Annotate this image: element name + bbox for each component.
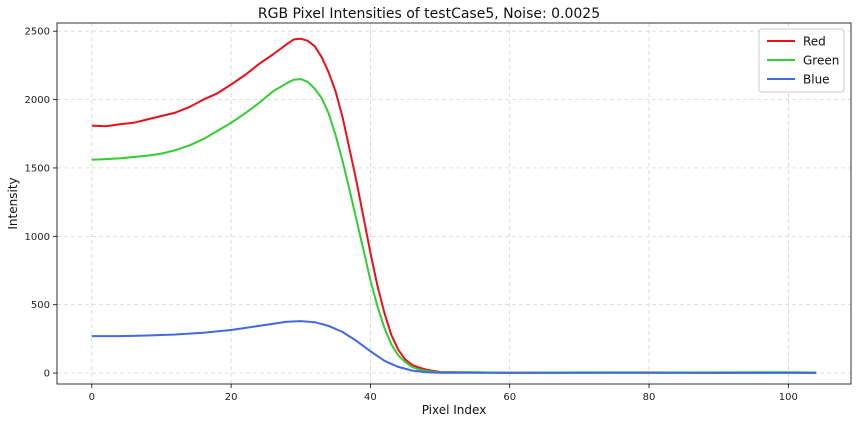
legend-label-blue: Blue [803,73,830,87]
x-tick-label: 20 [225,392,238,403]
plot-frame [56,22,852,385]
y-axis-label: Intensity [6,177,20,229]
legend-box [758,28,845,93]
y-tick-label: 1000 [25,232,50,243]
y-tick-label: 2500 [25,27,50,38]
legend: Red Green Blue [758,28,845,93]
y-axis-ticks: 0 500 1000 1500 2000 2500 [25,27,57,380]
x-tick-label: 80 [643,392,656,403]
x-tick-label: 100 [779,392,798,403]
x-tick-label: 60 [503,392,516,403]
x-tick-label: 40 [364,392,377,403]
chart-title: RGB Pixel Intensities of testCase5, Nois… [258,6,600,22]
x-tick-label: 0 [89,392,95,403]
y-tick-label: 500 [31,300,50,311]
y-tick-label: 0 [44,369,50,380]
x-axis-label: Pixel Index [422,403,487,417]
y-tick-label: 2000 [25,95,50,106]
legend-label-green: Green [803,54,839,68]
series-layer [91,37,817,374]
y-tick-label: 1500 [25,163,50,174]
legend-label-red: Red [803,35,826,49]
series-line-blue [91,320,817,374]
x-axis-ticks: 0 20 40 60 80 100 [89,384,798,403]
